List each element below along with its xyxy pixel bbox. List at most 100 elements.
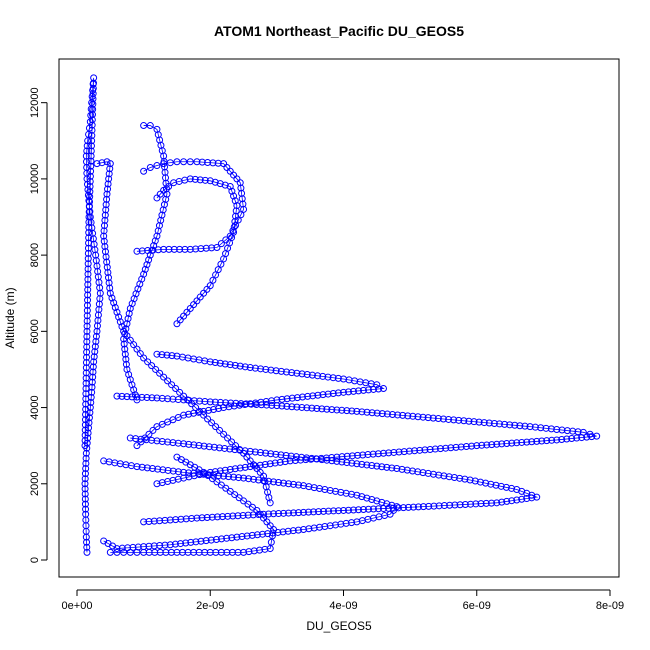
data-point-interp <box>468 442 476 450</box>
data-point-interp <box>320 507 328 515</box>
data-point-interp <box>216 467 224 475</box>
series-line <box>103 460 398 549</box>
data-point-interp <box>132 435 140 443</box>
data-point-interp <box>82 379 90 387</box>
data-point-interp <box>182 539 190 547</box>
data-point-interp <box>104 185 112 193</box>
data-point-interp <box>92 332 100 340</box>
x-tick-label: 2e-09 <box>196 600 224 612</box>
data-point-interp <box>89 100 97 108</box>
data-point-interp <box>236 362 244 370</box>
data-point-interp <box>84 191 92 199</box>
data-point-interp <box>84 260 92 268</box>
data-point-interp <box>145 256 153 264</box>
data-point-interp <box>100 237 108 245</box>
data-point-interp <box>523 438 531 446</box>
y-tick-label: 6000 <box>29 319 41 343</box>
data-point-interp <box>333 453 341 461</box>
data-point-interp <box>230 223 238 231</box>
data-point-interp <box>104 180 112 188</box>
data-point <box>493 499 501 507</box>
data-point <box>153 194 161 202</box>
data-point <box>340 506 347 514</box>
data-point-interp <box>347 519 355 527</box>
data-point-interp <box>86 172 94 180</box>
data-point-interp <box>516 422 524 430</box>
data-point-interp <box>190 441 198 449</box>
data-point-interp <box>152 365 160 373</box>
data-point-interp <box>83 142 91 150</box>
data-point-interp <box>226 361 234 369</box>
data-point-interp <box>319 372 327 380</box>
data-point-interp <box>195 442 203 450</box>
data-point-interp <box>508 439 516 447</box>
data-point-interp <box>91 343 99 351</box>
data-point-interp <box>210 405 218 413</box>
data-point-interp <box>185 440 193 448</box>
data-point <box>419 503 427 511</box>
data-point-interp <box>82 390 90 398</box>
data-point-interp <box>493 440 501 448</box>
data-point-interp <box>329 389 337 397</box>
data-point-interp <box>226 445 234 453</box>
data-point-interp <box>106 165 114 173</box>
data-point-interp <box>133 548 141 556</box>
data-point <box>140 167 148 175</box>
data-point-interp <box>262 365 270 373</box>
data-point <box>526 423 534 431</box>
data-point-interp <box>125 310 133 318</box>
data-point <box>266 499 274 507</box>
data-point-interp <box>172 385 180 393</box>
data-point-interp <box>518 495 526 503</box>
data-point-interp <box>430 502 438 510</box>
data-point-interp <box>227 399 235 407</box>
data-point <box>246 364 254 372</box>
data-point-interp <box>188 514 196 522</box>
data-point <box>103 190 111 198</box>
data-point-interp <box>403 466 411 474</box>
data-point-interp <box>105 170 113 178</box>
data-point-interp <box>421 446 429 454</box>
data-point-interp <box>354 451 362 459</box>
data-point-interp <box>196 176 204 184</box>
data-point-interp <box>348 459 356 467</box>
data-point-interp <box>126 336 134 344</box>
data-point-interp <box>150 542 158 550</box>
data-point-interp <box>156 517 164 525</box>
data-point-interp <box>290 509 298 517</box>
data-point-interp <box>83 538 91 546</box>
data-point <box>140 518 148 526</box>
data-point-interp <box>94 273 102 281</box>
data-point-interp <box>196 407 204 415</box>
data-point-interp <box>187 538 195 546</box>
data-point-interp <box>295 481 303 489</box>
data-point-interp <box>249 511 257 519</box>
data-point-interp <box>221 444 229 452</box>
data-point-interp <box>101 242 109 250</box>
data-point-interp <box>162 174 170 182</box>
data-point-interp <box>104 274 112 282</box>
data-point-interp <box>251 364 259 372</box>
data-point-interp <box>291 456 299 464</box>
data-point-interp <box>531 423 539 431</box>
data-point-interp <box>475 418 483 426</box>
data-point-interp <box>94 316 102 324</box>
data-point-interp <box>232 221 240 229</box>
data-point-interp <box>110 299 118 307</box>
data-point-interp <box>280 479 288 487</box>
data-point-interp <box>490 419 498 427</box>
data-point <box>353 491 361 499</box>
data-point-interp <box>198 158 206 166</box>
data-point-interp <box>142 436 150 444</box>
data-point-interp <box>113 548 121 556</box>
data-point-interp <box>84 270 92 278</box>
data-point-interp <box>359 506 367 514</box>
data-point-interp <box>185 410 193 418</box>
data-point-interp <box>324 373 332 381</box>
data-point-interp <box>326 522 334 530</box>
data-point-interp <box>457 443 465 451</box>
data-point-interp <box>86 193 94 201</box>
data-point <box>160 152 168 160</box>
data-point-interp <box>308 404 316 412</box>
data-point-interp <box>81 485 89 493</box>
